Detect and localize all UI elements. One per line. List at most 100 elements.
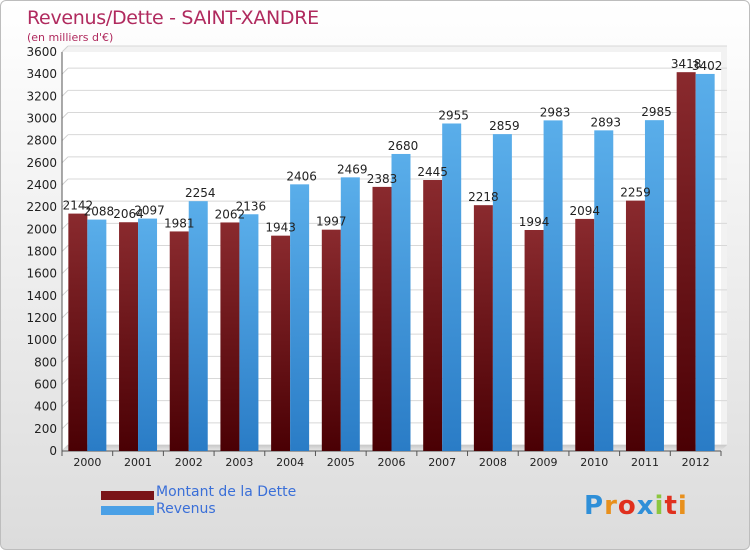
bar-revenus: [138, 218, 158, 451]
bar-dette: [473, 205, 493, 451]
grid-diagonal: [61, 245, 69, 252]
grid-diagonal: [61, 178, 69, 186]
y-tick-label: 3400: [26, 67, 57, 81]
data-label-revenus: 2469: [337, 162, 368, 176]
bar-dette: [625, 200, 645, 451]
bar-revenus: [391, 153, 411, 451]
data-label-dette: 2062: [215, 207, 246, 221]
x-tick-label: 2001: [124, 456, 152, 469]
data-label-dette: 2064: [113, 207, 144, 221]
bar-dette: [423, 180, 443, 451]
grid-diagonal: [61, 112, 69, 119]
y-tick-label: 0: [49, 444, 57, 458]
data-label-dette: 3418: [671, 57, 702, 71]
y-tick-label: 2600: [26, 156, 57, 170]
data-label-revenus: 2097: [134, 204, 165, 218]
legend-swatch-dette: [101, 491, 154, 500]
bar-revenus: [340, 177, 360, 452]
data-label-dette: 2094: [569, 204, 600, 218]
data-label-revenus: 2983: [540, 105, 571, 119]
grid-diagonal: [61, 134, 69, 142]
bar-revenus: [87, 219, 107, 451]
bar-dette: [524, 229, 544, 451]
bar-dette: [676, 72, 696, 452]
data-label-revenus: 2985: [641, 105, 672, 119]
data-label-revenus: 2859: [489, 119, 520, 133]
data-label-revenus: 2254: [185, 186, 216, 200]
grid-diagonal: [61, 267, 69, 275]
grid-diagonal: [61, 422, 69, 430]
x-tick-label: 2009: [530, 456, 558, 469]
bar-dette: [372, 186, 392, 452]
data-label-dette: 2142: [63, 199, 94, 213]
x-tick-label: 2012: [682, 456, 710, 469]
bar-dette: [271, 235, 291, 451]
x-tick-label: 2002: [175, 456, 203, 469]
grid-diagonal: [61, 289, 69, 297]
grid-diagonal: [61, 378, 69, 385]
y-tick-label: 2400: [26, 178, 57, 192]
grid-diagonal: [61, 89, 69, 97]
y-tick-label: 1200: [26, 311, 57, 325]
data-label-revenus: 2136: [236, 199, 267, 213]
y-tick-label: 3000: [26, 112, 57, 126]
grid-diagonal: [61, 67, 69, 75]
logo-letter: i: [654, 491, 665, 521]
x-tick-label: 2003: [225, 456, 253, 469]
logo-letter: t: [664, 491, 678, 521]
data-label-dette: 1994: [519, 215, 550, 229]
bar-dette: [220, 222, 240, 451]
chart-subtitle: (en milliers d'€): [27, 31, 114, 44]
x-tick-label: 2008: [479, 456, 507, 469]
grid-diagonal: [61, 400, 69, 408]
y-tick-label: 2800: [26, 134, 57, 148]
data-label-dette: 2218: [468, 190, 499, 204]
y-tick-label: 3600: [26, 45, 57, 59]
y-tick-label: 1000: [26, 333, 57, 347]
logo-letter: r: [604, 491, 618, 521]
bar-dette: [68, 213, 88, 451]
x-tick-label: 2000: [73, 456, 101, 469]
logo-letter: x: [636, 491, 655, 521]
bar-revenus: [290, 184, 310, 451]
legend-label-revenus: Revenus: [156, 501, 216, 517]
chart-title: Revenus/Dette - SAINT-XANDRE: [27, 7, 319, 29]
x-tick-label: 2007: [428, 456, 456, 469]
bar-dette: [169, 231, 189, 451]
data-label-revenus: 2406: [286, 169, 317, 183]
y-tick-label: 2200: [26, 200, 57, 214]
grid-diagonal: [61, 222, 69, 230]
data-label-revenus: 2893: [590, 115, 621, 129]
x-tick-label: 2004: [276, 456, 304, 469]
y-tick-label: 200: [34, 422, 57, 436]
data-label-dette: 2259: [620, 186, 651, 200]
y-tick-label: 600: [34, 378, 57, 392]
logo-letter: i: [677, 491, 688, 521]
bar-revenus: [543, 120, 563, 452]
x-tick-label: 2011: [631, 456, 659, 469]
logo-letter: P: [584, 491, 605, 521]
bar-revenus: [695, 73, 715, 451]
y-tick-label: 1600: [26, 267, 57, 281]
bar-revenus: [644, 120, 664, 451]
data-label-revenus: 2680: [388, 139, 419, 153]
bar-revenus: [594, 130, 614, 451]
bar-dette: [575, 218, 595, 451]
data-label-revenus: 3402: [692, 59, 723, 73]
bar-dette: [119, 222, 139, 451]
logo-letter: o: [617, 491, 637, 521]
grid-diagonal: [61, 156, 69, 164]
data-label-dette: 2445: [417, 165, 448, 179]
bar-revenus: [239, 214, 259, 451]
grid-diagonal: [61, 45, 69, 53]
bar-revenus: [188, 201, 208, 451]
bar-revenus: [442, 123, 462, 452]
legend-label-dette: Montant de la Dette: [156, 484, 297, 500]
y-tick-label: 1800: [26, 245, 57, 259]
y-tick-label: 800: [34, 355, 57, 369]
data-label-dette: 1981: [164, 216, 195, 230]
grid-diagonal: [61, 311, 69, 319]
grid-diagonal: [61, 333, 69, 341]
